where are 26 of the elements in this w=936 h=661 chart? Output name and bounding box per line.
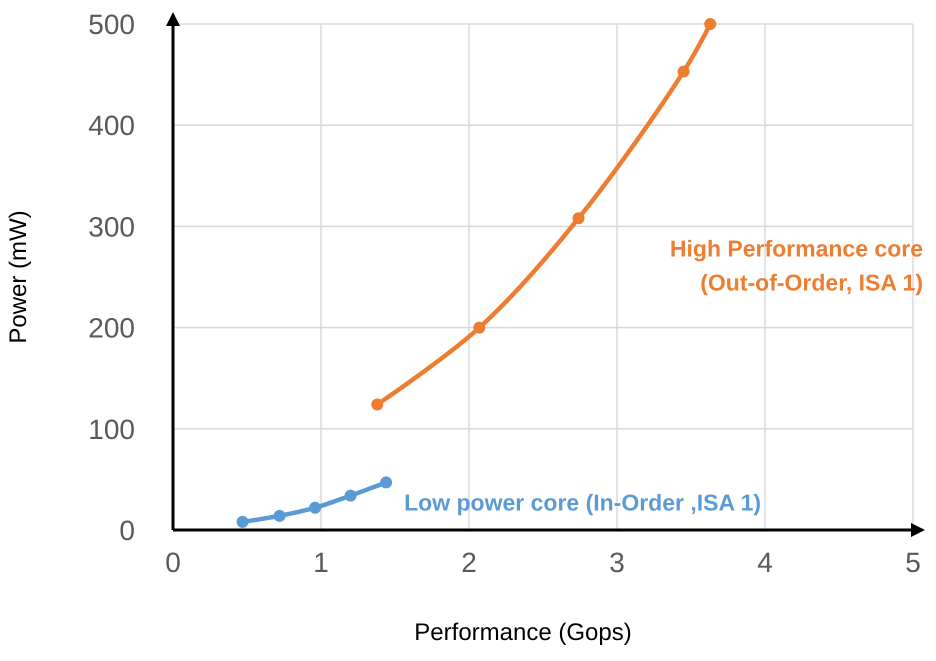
- y-tick-label: 500: [88, 9, 135, 40]
- point: [678, 66, 690, 78]
- y-tick-label: 300: [88, 211, 135, 242]
- series-label: Low power core (In-Order ,ISA 1): [404, 489, 762, 516]
- y-tick-label: 100: [88, 414, 135, 445]
- text: High Performance core (Out-of-Order, ISA 1): [670, 235, 923, 296]
- point: [309, 502, 322, 514]
- point: [572, 212, 585, 224]
- y-tick-label: 200: [88, 312, 135, 344]
- y-axis-title: Power (mW): [5, 210, 32, 344]
- x-tick-label: 1: [313, 547, 329, 578]
- y-tick-label: 0: [119, 515, 135, 546]
- point: [274, 510, 286, 522]
- x-tick-label: 3: [609, 547, 625, 578]
- x-axis-title: Performance (Gops): [414, 619, 632, 646]
- point: [371, 398, 384, 411]
- point: [344, 490, 357, 502]
- y-tick-label: 400: [88, 110, 135, 142]
- x-tick-label: 4: [757, 547, 773, 578]
- point: [704, 18, 716, 30]
- x-tick-label: 5: [905, 547, 921, 578]
- point: [236, 516, 249, 528]
- point: [473, 322, 486, 334]
- point: [380, 476, 392, 488]
- x-tick-label: 0: [165, 547, 181, 578]
- x-tick-label: 2: [461, 547, 477, 578]
